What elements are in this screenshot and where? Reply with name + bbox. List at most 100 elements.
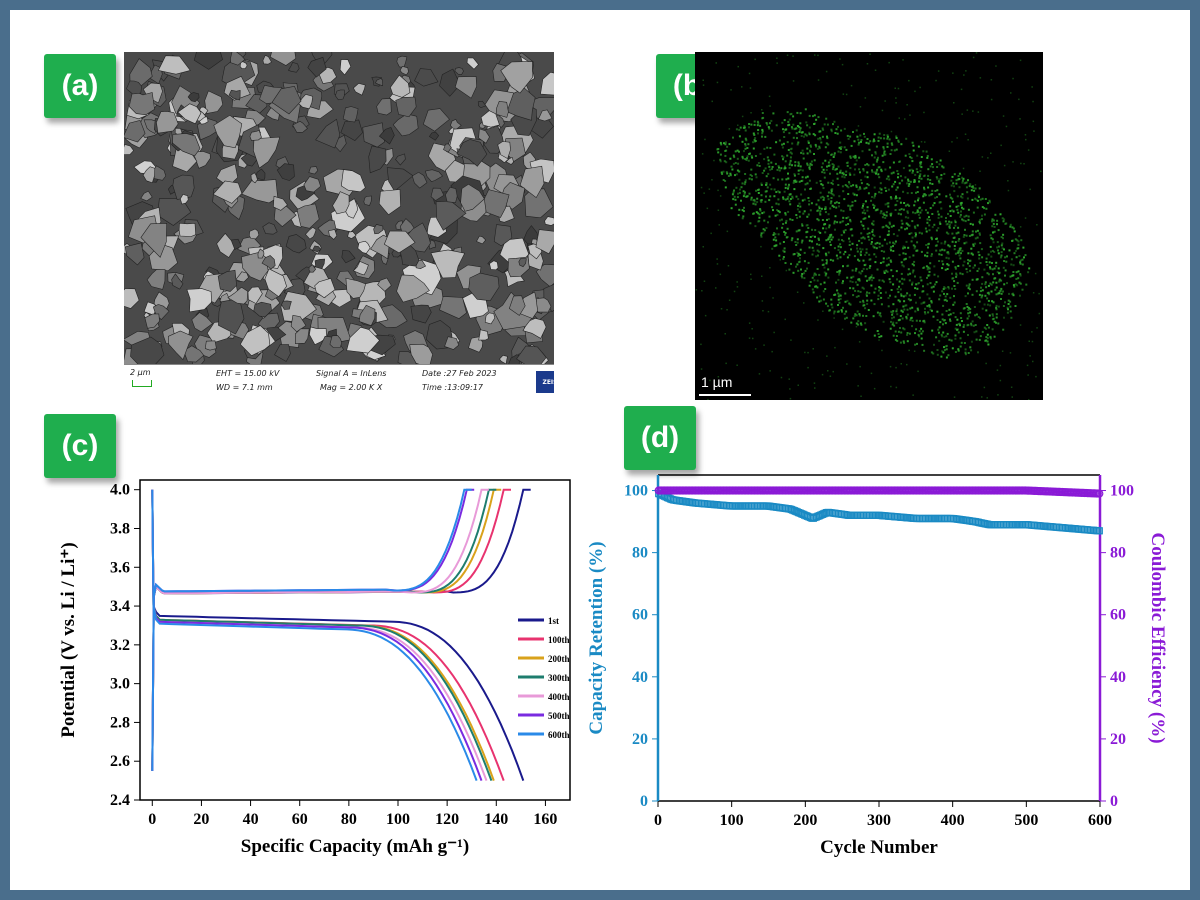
eds-dot: [886, 134, 889, 137]
eds-dot: [905, 317, 908, 320]
eds-dot: [942, 304, 945, 307]
eds-dot: [817, 209, 820, 212]
eds-dot: [957, 348, 960, 351]
eds-dot: [835, 128, 838, 131]
eds-dot: [905, 257, 907, 260]
eds-dot: [799, 165, 802, 168]
eds-dot: [930, 193, 933, 196]
y-tick-label-left-d: 100: [624, 483, 648, 500]
eds-dot: [995, 265, 997, 268]
eds-dot: [845, 93, 848, 96]
eds-dot: [962, 177, 965, 180]
eds-dot: [783, 190, 786, 193]
eds-dot: [966, 305, 969, 308]
eds-dot: [899, 341, 902, 344]
eds-dot: [928, 305, 931, 308]
eds-dot: [995, 313, 998, 316]
eds-dot: [781, 146, 784, 149]
eds-dot: [884, 100, 886, 102]
eds-dot: [981, 330, 984, 333]
eds-dot: [945, 356, 948, 359]
eds-dot: [761, 300, 764, 302]
eds-dot: [944, 220, 947, 223]
eds-dot: [986, 303, 989, 306]
eds-dot: [814, 285, 817, 288]
eds-dot: [989, 337, 992, 340]
eds-dot: [797, 204, 799, 207]
eds-dot: [820, 183, 823, 186]
eds-dot: [954, 241, 957, 244]
eds-dot: [993, 267, 996, 270]
eds-dot: [819, 210, 822, 213]
eds-dot: [935, 249, 938, 252]
eds-dot: [883, 213, 886, 216]
eds-dot: [814, 235, 816, 238]
eds-dot: [726, 230, 729, 233]
eds-dot: [833, 220, 836, 223]
eds-dot: [754, 155, 757, 157]
eds-dot: [863, 227, 866, 230]
eds-dot: [726, 172, 729, 175]
eds-dot: [824, 159, 827, 162]
eds-dot: [886, 137, 889, 140]
eds-dot: [960, 203, 963, 206]
eds-dot: [776, 227, 778, 230]
eds-dot: [840, 146, 843, 148]
eds-dot: [791, 237, 794, 240]
eds-dot: [788, 163, 791, 166]
eds-dot: [989, 282, 992, 285]
eds-dot: [1012, 271, 1015, 273]
eds-dot: [772, 177, 775, 180]
eds-dot: [730, 207, 733, 210]
eds-dot: [883, 134, 886, 136]
eds-dot: [818, 243, 821, 246]
eds-dot: [717, 209, 720, 211]
eds-dot: [867, 142, 870, 145]
eds-dot: [1040, 170, 1042, 173]
eds-dot: [939, 294, 942, 297]
eds-dot: [719, 153, 722, 156]
eds-dot: [911, 306, 914, 309]
eds-dot: [945, 231, 948, 234]
eds-dot: [766, 146, 769, 149]
sem-particle: [363, 195, 372, 206]
eds-dot: [930, 253, 933, 256]
eds-dot: [855, 322, 858, 325]
eds-dot: [887, 230, 890, 233]
eds-dot: [858, 271, 861, 274]
eds-dot: [911, 171, 914, 174]
eds-dot: [915, 283, 918, 286]
eds-dot: [975, 290, 978, 293]
sem-particle: [264, 268, 287, 298]
eds-dot: [928, 267, 931, 270]
eds-dot: [968, 235, 971, 237]
sem-particle: [305, 226, 317, 240]
panel-label-c: (c): [44, 414, 116, 478]
eds-dot: [829, 172, 831, 175]
eds-dot: [851, 234, 854, 237]
eds-dot: [1018, 255, 1021, 257]
eds-dot: [995, 304, 998, 307]
eds-dot: [838, 273, 841, 276]
eds-dot: [874, 242, 877, 245]
eds-dot: [989, 266, 991, 269]
eds-dot: [886, 145, 889, 148]
eds-dot: [906, 333, 909, 336]
eds-dot: [915, 191, 917, 194]
eds-dot: [940, 333, 943, 336]
eds-dot: [949, 313, 952, 316]
eds-dot: [1029, 355, 1031, 357]
eds-dot: [943, 172, 946, 175]
eds-dot: [795, 214, 798, 216]
eds-dot: [790, 147, 793, 150]
eds-dot: [995, 261, 998, 264]
eds-dot: [1024, 217, 1027, 219]
eds-dot: [829, 159, 832, 162]
eds-dot: [771, 206, 774, 209]
eds-dot: [958, 238, 961, 240]
sem-particle: [505, 156, 514, 165]
eds-dot: [824, 211, 827, 214]
eds-dot: [790, 239, 793, 242]
eds-dot: [908, 279, 911, 282]
eds-dot: [816, 243, 818, 246]
